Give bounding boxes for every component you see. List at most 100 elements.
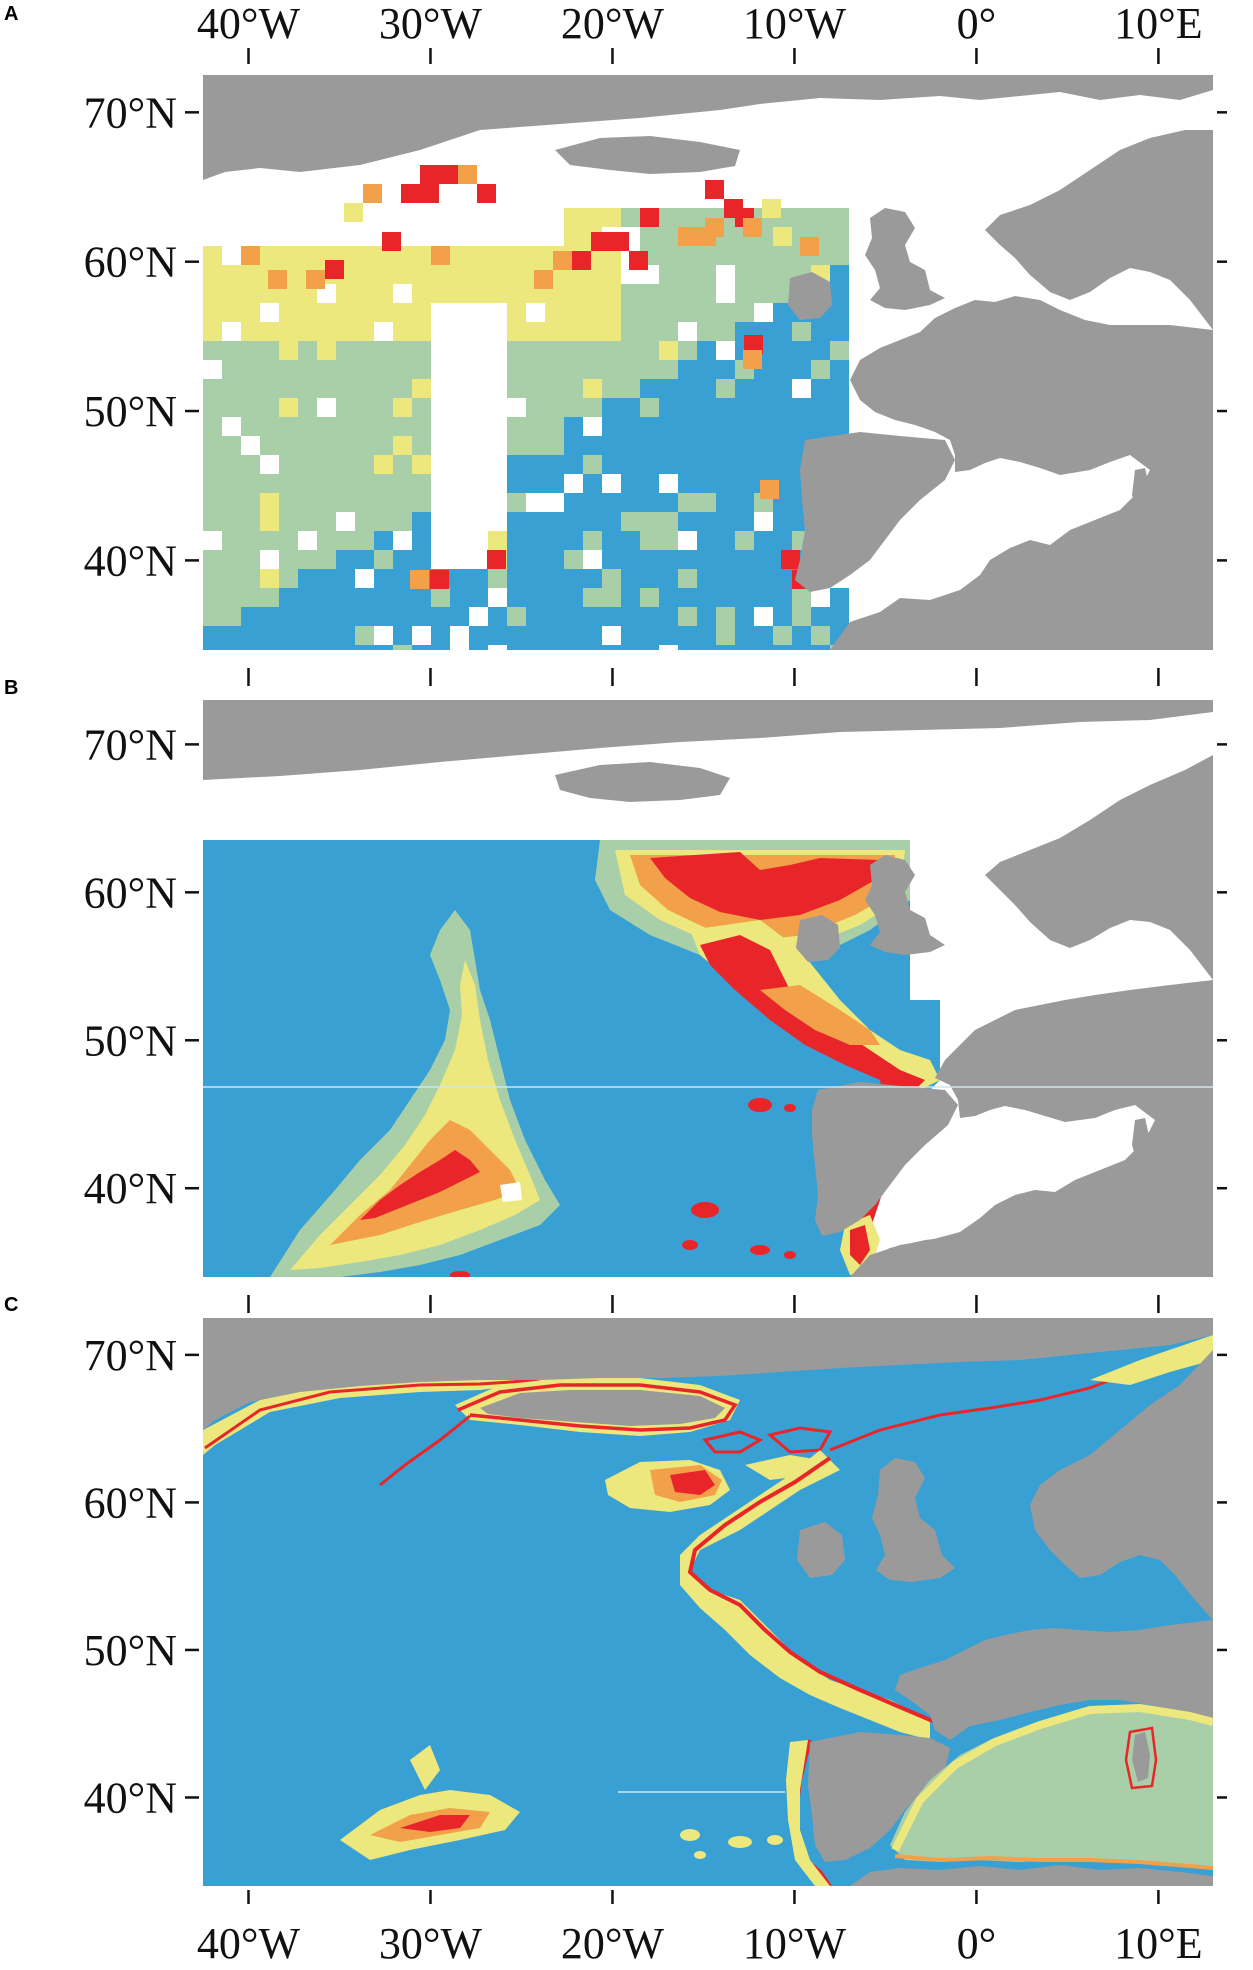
grid-cell (640, 588, 659, 607)
panel-c-map (203, 1318, 1213, 1886)
grid-cell (306, 270, 325, 289)
panel-a-map (203, 75, 1213, 650)
grid-cell (792, 322, 811, 341)
grid-cell (279, 436, 298, 455)
grid-cell (773, 379, 792, 398)
grid-cell (487, 550, 506, 569)
grid-cell (450, 284, 469, 303)
grid-cell (678, 493, 697, 512)
grid-cell (412, 550, 431, 569)
grid-cell (450, 246, 469, 265)
grid-cell (279, 607, 298, 626)
grid-cell (203, 322, 222, 341)
grid-cell (412, 322, 431, 341)
grid-cell (716, 588, 735, 607)
grid-cell (203, 569, 222, 588)
grid-cell (760, 480, 779, 499)
grid-cell (203, 588, 222, 607)
grid-cell (260, 531, 279, 550)
grid-cell (640, 208, 659, 227)
grid-cell (534, 270, 553, 289)
grid-cell (659, 417, 678, 436)
grid-cell (317, 303, 336, 322)
grid-cell (222, 588, 241, 607)
grid-cell (382, 232, 401, 251)
latitude-label: 50°N (84, 387, 177, 436)
grid-cell (754, 398, 773, 417)
grid-cell (678, 341, 697, 360)
grid-cell (754, 379, 773, 398)
grid-cell (735, 436, 754, 455)
grid-cell (374, 550, 393, 569)
grid-cell (298, 588, 317, 607)
grid-cell (507, 531, 526, 550)
grid-cell (260, 474, 279, 493)
grid-cell (336, 569, 355, 588)
grid-cell (716, 417, 735, 436)
grid-cell (374, 398, 393, 417)
grid-cell (336, 588, 355, 607)
grid-cell (317, 626, 336, 645)
grid-cell (830, 417, 849, 436)
grid-cell (697, 303, 716, 322)
latitude-label: 40°N (84, 1773, 177, 1822)
scandinavia-landmass (985, 755, 1213, 980)
grid-cell (716, 303, 735, 322)
grid-cell (336, 550, 355, 569)
grid-cell (792, 208, 811, 227)
grid-cell (412, 379, 431, 398)
grid-cell (735, 379, 754, 398)
grid-cell (678, 417, 697, 436)
grid-cell (564, 379, 583, 398)
europe-landmass (850, 980, 1213, 1277)
grid-cell (724, 199, 743, 218)
grid-cell (488, 284, 507, 303)
grid-cell (735, 455, 754, 474)
panel-b-map (203, 700, 1213, 1277)
grid-cell (659, 379, 678, 398)
grid-cell (298, 341, 317, 360)
grid-cell (355, 322, 374, 341)
grid-cell (279, 398, 298, 417)
grid-cell (583, 531, 602, 550)
iceland-landmass (480, 1390, 725, 1426)
grid-cell (621, 455, 640, 474)
longitude-label-bottom: 10°E (1114, 1919, 1202, 1968)
grid-cell (279, 531, 298, 550)
latitude-label: 70°N (84, 88, 177, 137)
grid-cell (564, 303, 583, 322)
grid-cell (716, 246, 735, 265)
grid-cell (412, 493, 431, 512)
grid-cell (241, 398, 260, 417)
longitude-label-top: 10°W (743, 0, 847, 48)
grid-cell (678, 569, 697, 588)
grid-cell (260, 360, 279, 379)
grid-cell (621, 284, 640, 303)
grid-cell (469, 569, 488, 588)
grid-cell (507, 455, 526, 474)
grid-cell (735, 512, 754, 531)
grid-cell (298, 607, 317, 626)
grid-cell (298, 645, 317, 650)
grid-cell (773, 436, 792, 455)
grid-cell (260, 607, 279, 626)
grid-cell (640, 341, 659, 360)
grid-cell (298, 360, 317, 379)
grid-cell (640, 322, 659, 341)
grid-cell (336, 455, 355, 474)
grid-cell (792, 417, 811, 436)
mediterranean-margin-yellow (891, 1703, 1213, 1852)
grid-cell (621, 493, 640, 512)
grid-cell (564, 436, 583, 455)
grid-cell (526, 531, 545, 550)
grid-cell (678, 607, 697, 626)
grid-cell (317, 436, 336, 455)
grid-cell (430, 570, 449, 589)
grid-cell (621, 417, 640, 436)
grid-cell (507, 341, 526, 360)
grid-cell (450, 607, 469, 626)
grid-cell (735, 303, 754, 322)
grid-cell (705, 218, 724, 237)
grid-cell (526, 512, 545, 531)
grid-cell (640, 569, 659, 588)
